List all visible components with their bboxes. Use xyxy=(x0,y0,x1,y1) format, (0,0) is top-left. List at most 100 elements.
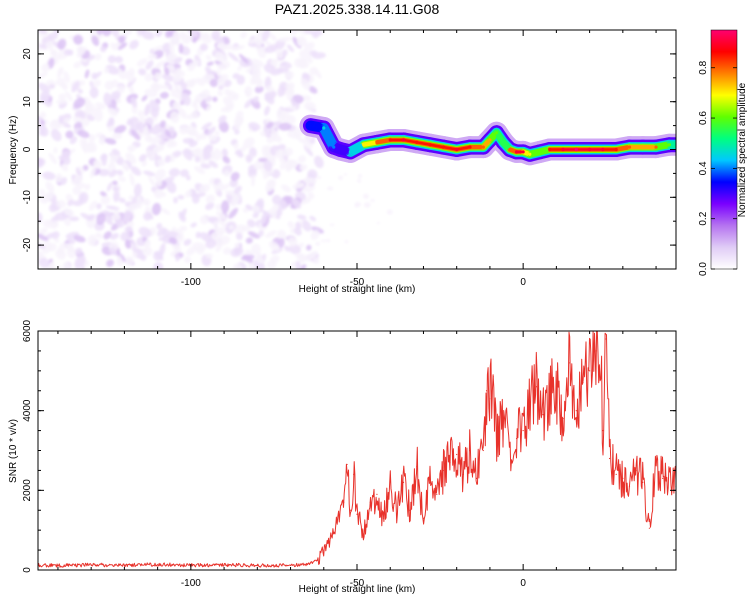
snr-data-point xyxy=(595,350,597,352)
y-tick-label: 0 xyxy=(22,567,33,573)
snr-data-point xyxy=(542,414,544,416)
x-tick-label: -100 xyxy=(181,277,201,288)
colorbar-ticks: 0.0 0.2 0.4 0.6 0.8 xyxy=(698,60,737,276)
colorbar-tick: 0.2 xyxy=(698,211,737,226)
snr-data-point xyxy=(605,338,607,340)
ridge-point xyxy=(627,145,632,149)
x-tick-label: -100 xyxy=(181,578,201,589)
snr-data-point xyxy=(429,481,431,483)
snr-data-point xyxy=(353,473,355,475)
colorbar-tick: 0.8 xyxy=(698,60,737,75)
snr-data-point xyxy=(569,362,571,364)
snr-data-point xyxy=(436,493,438,495)
snr-data-point xyxy=(635,469,637,472)
colorbar: 0.0 0.2 0.4 0.6 0.8 Normalized spectral ampl… xyxy=(698,29,748,276)
snr-data-point xyxy=(642,481,644,483)
ridge-point xyxy=(508,147,512,152)
snr-data-point xyxy=(346,463,348,466)
ridge-point xyxy=(514,150,519,154)
ridge-point xyxy=(455,147,459,152)
snr-plot-area xyxy=(38,331,676,570)
ridge-point xyxy=(574,147,578,152)
snr-y-axis-label: SNR (10 * v/v) xyxy=(8,419,19,483)
ridge-point xyxy=(428,143,432,147)
snr-data-point xyxy=(329,537,332,539)
snr-data-point xyxy=(356,513,358,515)
snr-series-line xyxy=(38,331,676,568)
x-tick-label: 0 xyxy=(520,277,526,288)
snr-data-point xyxy=(529,402,531,404)
snr-data-point xyxy=(492,376,494,378)
snr-data-point xyxy=(589,370,591,372)
snr-data-point xyxy=(442,469,444,472)
snr-data-point xyxy=(369,501,371,503)
snr-data-point xyxy=(495,441,498,444)
ridge-point xyxy=(641,145,645,149)
colorbar-tick-label: 0.0 xyxy=(698,262,709,276)
ridge-point xyxy=(614,147,618,152)
snr-data-point xyxy=(363,533,365,535)
snr-data-point xyxy=(549,394,551,396)
snr-data-point xyxy=(449,461,451,464)
spectrogram-y-axis-label: Frequency (Hz) xyxy=(8,116,19,185)
y-tick-label: -20 xyxy=(22,237,33,252)
ridge-point xyxy=(468,145,472,149)
colorbar-tick: 0.6 xyxy=(698,111,737,125)
snr-data-point xyxy=(655,461,657,464)
ridge-point xyxy=(667,143,671,147)
spectrogram-ridge-layer xyxy=(299,114,676,166)
ridge-band xyxy=(309,124,676,156)
snr-data-point xyxy=(90,564,92,566)
colorbar-tick-label: 0.8 xyxy=(698,60,709,74)
snr-data-point xyxy=(615,473,617,475)
spectrogram-noise-layer xyxy=(38,30,393,269)
snr-data-point xyxy=(396,513,398,515)
ridge-point xyxy=(348,150,352,154)
snr-data-point xyxy=(343,501,345,503)
ridge-point xyxy=(501,140,505,144)
ridge-point xyxy=(654,145,658,149)
snr-data-point xyxy=(485,390,488,392)
ridge-point xyxy=(308,124,313,128)
snr-data-point xyxy=(402,481,405,483)
colorbar-tick-label: 0.2 xyxy=(698,211,709,225)
snr-data-point xyxy=(482,449,484,452)
ridge-point xyxy=(561,147,565,152)
snr-data-point xyxy=(123,564,125,566)
snr-data-point xyxy=(376,493,378,495)
y-tick-label: -10 xyxy=(22,190,33,205)
spectrogram-x-axis-label: Height of straight line (km) xyxy=(299,284,416,295)
snr-data-point xyxy=(668,469,670,472)
snr-data-point xyxy=(306,563,308,565)
ridge-point xyxy=(488,138,492,142)
snr-data-point xyxy=(469,449,471,452)
colorbar-tick-label: 0.4 xyxy=(698,161,709,175)
colorbar-tick: 0.0 xyxy=(698,262,737,276)
y-tick-label: 2000 xyxy=(22,479,33,502)
snr-data-point xyxy=(316,559,318,561)
y-tick-label: 6000 xyxy=(22,319,33,342)
colorbar-frame xyxy=(710,29,738,270)
ridge-point xyxy=(332,145,336,149)
snr-data-point xyxy=(509,445,511,448)
ridge-point xyxy=(338,147,342,152)
y-tick-label: 20 xyxy=(22,48,33,60)
snr-data-point xyxy=(622,477,624,479)
snr-data-point xyxy=(522,429,524,432)
ridge-point xyxy=(548,147,552,152)
snr-data-point xyxy=(476,477,478,479)
ridge-point xyxy=(521,150,525,154)
y-tick-label: 0 xyxy=(22,146,33,152)
snr-data-point xyxy=(416,465,418,468)
snr-data-point xyxy=(456,453,458,456)
snr-data-point xyxy=(336,521,338,523)
colorbar-gradient xyxy=(711,30,737,269)
snr-data-point xyxy=(648,527,651,529)
ridge-point xyxy=(388,138,392,142)
snr-data-point xyxy=(555,390,557,392)
snr-data-point xyxy=(256,565,258,567)
ridge-point xyxy=(362,143,366,147)
snr-data-point xyxy=(608,457,611,460)
